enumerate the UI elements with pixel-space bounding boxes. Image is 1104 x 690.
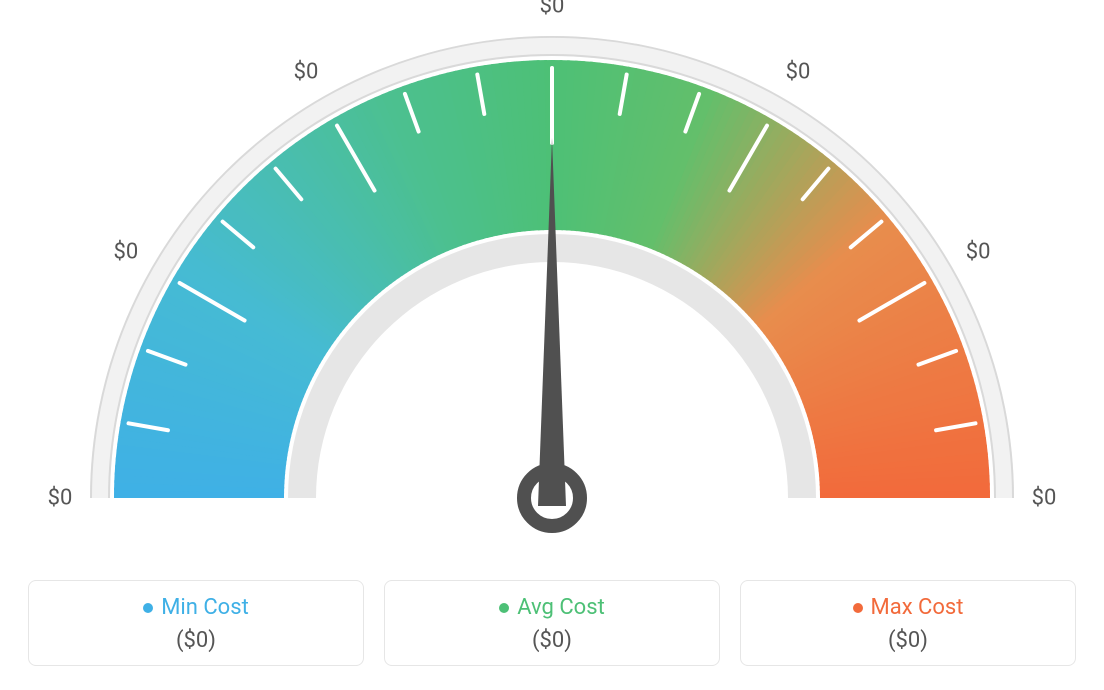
gauge-scale-label: $0	[966, 240, 991, 265]
gauge-scale-label: $0	[114, 240, 139, 265]
gauge-chart: $0$0$0$0$0$0$0	[27, 28, 1077, 568]
gauge-scale-label: $0	[294, 59, 319, 84]
legend-card-min: Min Cost ($0)	[28, 580, 364, 666]
legend-value-max: ($0)	[757, 628, 1059, 653]
gauge-scale-label: $0	[540, 0, 565, 19]
legend-title-max: Max Cost	[757, 595, 1059, 620]
legend-card-max: Max Cost ($0)	[740, 580, 1076, 666]
gauge-scale-label: $0	[1032, 486, 1057, 511]
legend-dot-avg	[499, 603, 509, 613]
legend-row: Min Cost ($0) Avg Cost ($0) Max Cost ($0…	[28, 580, 1076, 666]
legend-title-min: Min Cost	[45, 595, 347, 620]
legend-card-avg: Avg Cost ($0)	[384, 580, 720, 666]
legend-label-avg: Avg Cost	[517, 595, 605, 620]
legend-label-min: Min Cost	[161, 595, 249, 620]
gauge-svg	[27, 28, 1077, 568]
legend-dot-max	[853, 603, 863, 613]
legend-title-avg: Avg Cost	[401, 595, 703, 620]
legend-dot-min	[143, 603, 153, 613]
legend-label-max: Max Cost	[871, 595, 964, 620]
legend-value-avg: ($0)	[401, 628, 703, 653]
gauge-scale-label: $0	[786, 59, 811, 84]
gauge-scale-label: $0	[48, 486, 73, 511]
legend-value-min: ($0)	[45, 628, 347, 653]
